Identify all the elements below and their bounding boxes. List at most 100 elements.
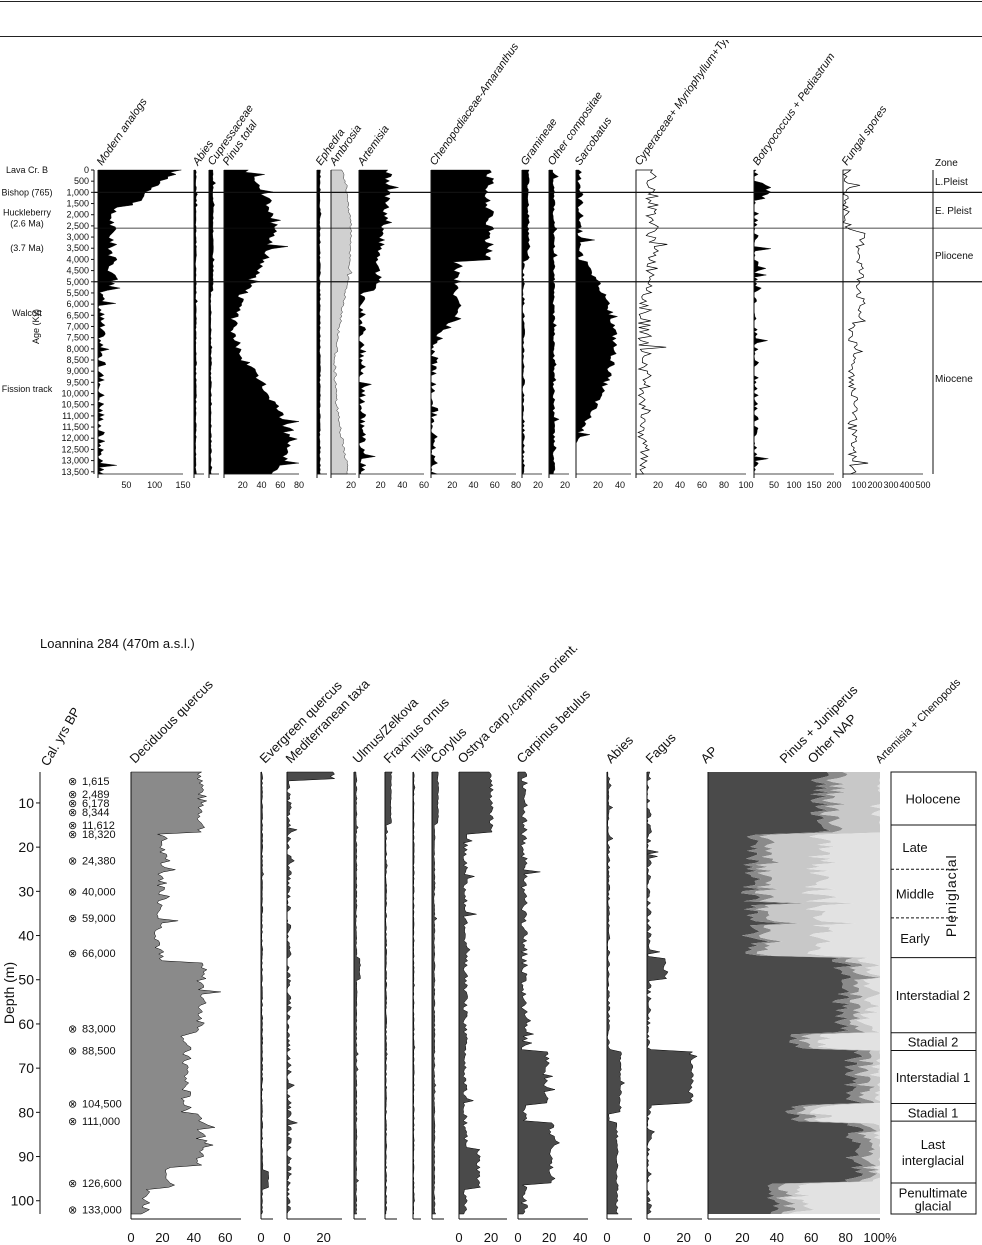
- top-taxon-tick-label: 20: [447, 480, 457, 490]
- bottom-summary-ap: [708, 772, 864, 1214]
- bottom-age-label: 8,344: [82, 807, 110, 819]
- top-y-tick-label: 12,500: [61, 444, 89, 454]
- bottom-zone-label: interglacial: [902, 1153, 964, 1168]
- top-taxon-tick-label: 80: [511, 480, 521, 490]
- top-y-tick-label: 2,500: [66, 221, 89, 231]
- bottom-ages-header: Cal. yrs BP: [38, 705, 83, 769]
- bottom-taxon-name: Fagus: [643, 730, 680, 767]
- top-y-tick-label: 7,000: [66, 321, 89, 331]
- top-y-tick-label: 11,000: [62, 411, 89, 421]
- top-y-tick-label: 3,500: [66, 243, 89, 253]
- bottom-summary-label: Artemisia + Chenopods: [874, 676, 964, 766]
- top-taxon-tick-label: 200: [867, 480, 882, 490]
- top-taxon-curve: [97, 169, 182, 475]
- top-taxon-tick-label: 20: [560, 480, 570, 490]
- top-taxon-name: Chenopodiaceae-Amaranthus: [428, 41, 522, 168]
- bottom-taxon-name: Abies: [603, 732, 637, 766]
- top-y-tick-label: 1,000: [66, 187, 89, 197]
- bottom-age-label: 1,615: [82, 776, 110, 788]
- bottom-age-symbol: ⊗: [68, 829, 77, 841]
- bottom-taxon-tick-label: 20: [316, 1230, 330, 1245]
- top-taxon-tick-label: 60: [697, 480, 707, 490]
- top-taxon-name: Modern analogs: [95, 96, 150, 168]
- bottom-taxon-curve: [458, 771, 494, 1215]
- bottom-taxon-tick-label: 60: [218, 1230, 232, 1245]
- bottom-age-label: 59,000: [82, 913, 116, 925]
- top-taxon-tick-label: 60: [275, 480, 285, 490]
- top-taxon-tick-label: 500: [915, 480, 930, 490]
- top-taxon-tick-label: 20: [238, 480, 248, 490]
- bottom-age-label: 18,320: [82, 829, 116, 841]
- top-taxon-tick-label: 100: [851, 480, 866, 490]
- bottom-age-symbol: ⊗: [68, 789, 77, 801]
- top-y-tick-label: 1,500: [66, 199, 89, 209]
- bottom-summary-label: AP: [698, 743, 721, 766]
- bottom-age-symbol: ⊗: [68, 776, 77, 788]
- top-y-tick-label: 6,000: [66, 299, 89, 309]
- top-taxon-tick-label: 40: [675, 480, 685, 490]
- top-y-tick-label: 0: [84, 165, 89, 175]
- bottom-taxon-tick-label: 0: [603, 1230, 610, 1245]
- top-zone-label: Miocene: [935, 374, 973, 385]
- bottom-age-symbol: ⊗: [68, 1178, 77, 1190]
- bottom-age-label: 83,000: [82, 1023, 116, 1035]
- top-zone-header: Zone: [935, 158, 958, 169]
- bottom-age-symbol: ⊗: [68, 886, 77, 898]
- bottom-summary-pinus-juniperus: [740, 772, 880, 1214]
- top-taxon-tick-label: 40: [256, 480, 266, 490]
- top-taxon-tick-label: 100: [147, 480, 162, 490]
- top-zone-label: E. Pleist: [935, 206, 972, 217]
- top-taxon-tick-label: 40: [615, 480, 625, 490]
- bottom-zone-label: Stadial 1: [908, 1105, 959, 1120]
- bottom-age-label: 66,000: [82, 948, 116, 960]
- top-marker-label: Fission track: [2, 384, 53, 394]
- top-taxon-curve: [330, 169, 353, 475]
- bottom-taxon-curve: [384, 771, 393, 1215]
- top-y-tick-label: 9,500: [66, 377, 89, 387]
- bottom-age-label: 104,500: [82, 1099, 122, 1111]
- bottom-y-tick-label: 10: [18, 795, 34, 811]
- bottom-age-symbol: ⊗: [68, 1205, 77, 1217]
- top-y-tick-label: 8,500: [66, 355, 89, 365]
- top-y-tick-label: 6,500: [66, 310, 89, 320]
- top-y-tick-label: 4,000: [66, 254, 89, 264]
- top-taxon-tick-label: 40: [468, 480, 478, 490]
- top-taxon-curve: [548, 169, 560, 475]
- bottom-age-symbol: ⊗: [68, 1116, 77, 1128]
- bottom-y-tick-label: 60: [18, 1016, 34, 1032]
- bottom-age-symbol: ⊗: [68, 798, 77, 810]
- bottom-y-tick-label: 40: [18, 928, 34, 944]
- bottom-age-symbol: ⊗: [68, 1045, 77, 1057]
- top-marker-label: Walcott: [12, 308, 42, 318]
- top-y-tick-label: 5,500: [66, 288, 89, 298]
- bottom-zone-label: Penultimate: [899, 1186, 968, 1201]
- bottom-zone-label: Holocene: [906, 792, 961, 807]
- top-taxon-curve: [842, 169, 869, 475]
- top-taxon-name: Cyperaceae+ Myriophyllum+Typha: [633, 40, 740, 168]
- bottom-taxon-curve: [431, 771, 439, 1215]
- top-taxon-tick-label: 60: [419, 480, 429, 490]
- top-taxon-curve: [430, 169, 495, 475]
- bottom-taxon-tick-label: 0: [257, 1230, 264, 1245]
- top-taxon-tick-label: 400: [899, 480, 914, 490]
- top-y-tick-label: 3,000: [66, 232, 89, 242]
- bottom-taxon-curve: [130, 771, 221, 1215]
- bottom-y-tick-label: 80: [18, 1104, 34, 1120]
- bottom-zone-column: [890, 771, 977, 1215]
- bottom-summary-tick-label: 100%: [863, 1230, 897, 1245]
- top-taxon-tick-label: 20: [593, 480, 603, 490]
- top-taxon-tick-label: 100: [738, 480, 753, 490]
- bottom-age-symbol: ⊗: [68, 1099, 77, 1111]
- top-taxon-tick-label: 40: [397, 480, 407, 490]
- top-marker-label: (3.7 Ma): [10, 243, 44, 253]
- bottom-summary-tick-label: 80: [838, 1230, 852, 1245]
- top-marker-label: (2.6 Ma): [10, 219, 44, 229]
- top-taxon-tick-label: 60: [490, 480, 500, 490]
- bottom-y-tick-label: 50: [18, 972, 34, 988]
- bottom-summary-tick-label: 0: [704, 1230, 711, 1245]
- bottom-taxon-curve: [260, 771, 269, 1215]
- top-y-tick-label: 10,500: [61, 400, 89, 410]
- bottom-taxon-curve: [353, 771, 361, 1215]
- bottom-summary-other-nap: [754, 772, 880, 1214]
- bottom-taxon-tick-label: 0: [283, 1230, 290, 1245]
